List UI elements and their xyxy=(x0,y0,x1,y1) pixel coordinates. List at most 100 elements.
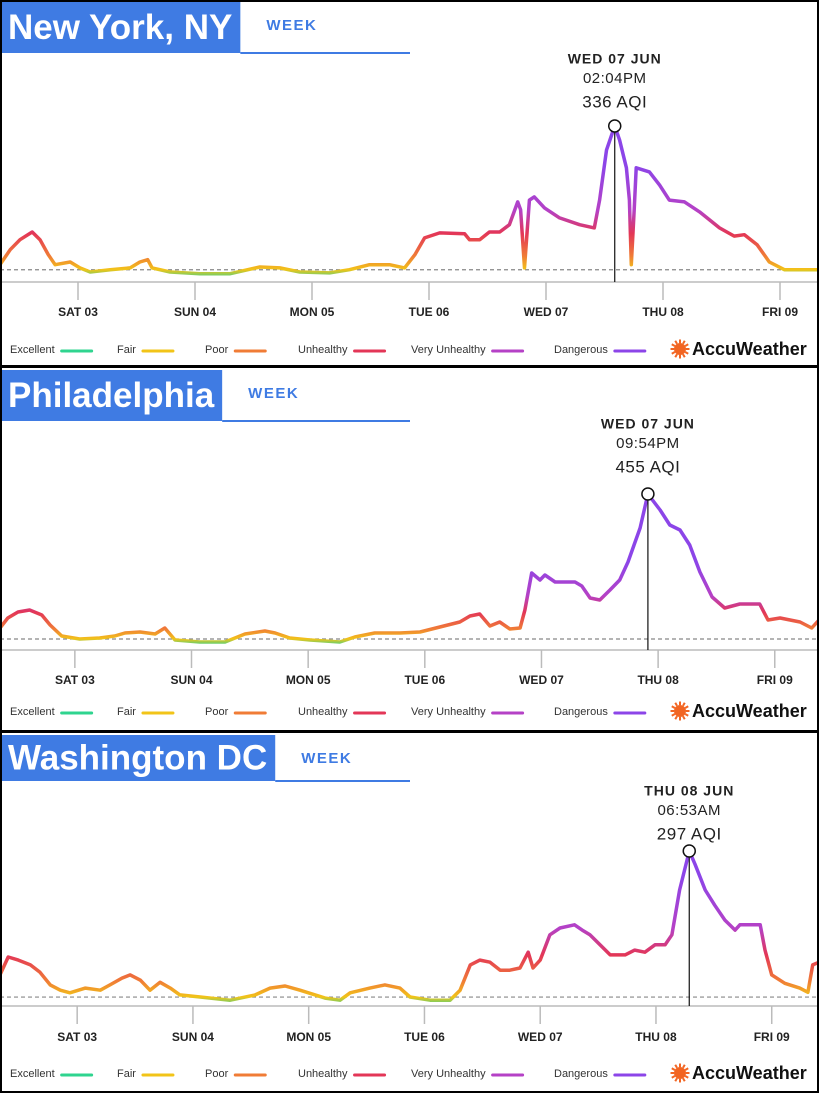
logo-ray xyxy=(671,1067,676,1071)
logo-ray xyxy=(684,343,689,347)
x-tick-label: FRI 09 xyxy=(754,1030,790,1044)
logo-ray xyxy=(682,1077,686,1082)
legend-label: Excellent xyxy=(10,1068,55,1080)
x-tick-label: WED 07 xyxy=(518,1030,563,1044)
title-box xyxy=(0,370,223,421)
range-tab[interactable]: WEEK xyxy=(266,17,317,34)
logo-sun xyxy=(674,343,686,355)
city-title: Washington DC xyxy=(8,738,267,777)
x-tick-label: THU 08 xyxy=(642,305,684,319)
logo-ray xyxy=(674,1064,678,1069)
city-title: New York, NY xyxy=(8,8,232,47)
city-title: Philadelphia xyxy=(8,376,215,415)
logo-ray xyxy=(684,1075,689,1079)
logo-ray xyxy=(674,340,678,345)
peak-time: 09:54PM xyxy=(616,435,680,452)
peak-value: 336 AQI xyxy=(582,92,647,111)
x-tick-label: WED 07 xyxy=(519,673,564,687)
peak-date: WED 07 JUN xyxy=(601,416,695,432)
peak-date: THU 08 JUN xyxy=(644,783,734,799)
x-tick-label: SUN 04 xyxy=(172,1030,214,1044)
aqi-line xyxy=(0,849,819,1002)
x-tick-label: SAT 03 xyxy=(57,1030,97,1044)
logo-ray xyxy=(682,340,686,345)
peak-value: 297 AQI xyxy=(657,824,722,843)
legend-label: Poor xyxy=(205,1068,229,1080)
peak-marker xyxy=(607,119,622,133)
panel: Washington DC WEEK SAT 03 SUN 04 MON 05 TUE 0… xyxy=(0,735,819,1083)
legend-label: Dangerous xyxy=(554,706,608,718)
logo-ray xyxy=(674,715,678,720)
x-tick-label: MON 05 xyxy=(286,1030,331,1044)
range-tab[interactable]: WEEK xyxy=(301,750,352,767)
legend-label: Unhealthy xyxy=(298,344,348,356)
x-tick-label: MON 05 xyxy=(290,305,335,319)
logo-ray xyxy=(671,1075,676,1079)
logo-ray xyxy=(684,351,689,355)
logo-sun xyxy=(674,1067,686,1079)
logo-ray xyxy=(682,1064,686,1069)
x-tick-label: TUE 06 xyxy=(409,305,450,319)
peak-value: 455 AQI xyxy=(615,457,680,476)
aqi-line xyxy=(0,124,819,276)
x-tick-label: SUN 04 xyxy=(174,305,216,319)
legend-label: Excellent xyxy=(10,344,55,356)
panel: Philadelphia WEEK SAT 03 SUN 04 MON 05 TUE 06… xyxy=(0,370,819,721)
x-tick-label: THU 08 xyxy=(635,1030,677,1044)
logo-ray xyxy=(684,713,689,717)
logo-ray xyxy=(682,702,686,707)
x-tick-label: MON 05 xyxy=(286,673,331,687)
logo-ray xyxy=(674,353,678,358)
legend-label: Dangerous xyxy=(554,344,608,356)
legend-label: Poor xyxy=(205,706,229,718)
title-box xyxy=(0,735,276,781)
x-tick-label: TUE 06 xyxy=(404,673,445,687)
legend-label: Very Unhealthy xyxy=(411,1068,486,1080)
brand-name: AccuWeather xyxy=(692,339,807,359)
title-box xyxy=(0,2,241,53)
aqi-line xyxy=(0,492,819,644)
logo-ray xyxy=(684,705,689,709)
x-tick-label: SAT 03 xyxy=(58,305,98,319)
peak-time: 06:53AM xyxy=(657,802,721,819)
range-tab[interactable]: WEEK xyxy=(248,385,299,402)
logo-ray xyxy=(682,353,686,358)
logo-ray xyxy=(671,705,676,709)
brand-name: AccuWeather xyxy=(692,1063,807,1083)
logo-ray xyxy=(684,1067,689,1071)
peak-time: 02:04PM xyxy=(583,70,647,87)
peak-date: WED 07 JUN xyxy=(568,51,662,67)
legend-label: Very Unhealthy xyxy=(411,706,486,718)
legend-label: Poor xyxy=(205,344,229,356)
peak-marker xyxy=(641,487,655,501)
x-tick-label: THU 08 xyxy=(637,673,679,687)
legend-label: Excellent xyxy=(10,706,55,718)
legend-label: Unhealthy xyxy=(298,706,348,718)
x-tick-label: SAT 03 xyxy=(55,673,95,687)
brand-name: AccuWeather xyxy=(692,701,807,721)
x-tick-label: WED 07 xyxy=(524,305,569,319)
legend-label: Fair xyxy=(117,706,136,718)
logo-ray xyxy=(674,702,678,707)
x-tick-label: FRI 09 xyxy=(757,673,793,687)
legend-label: Fair xyxy=(117,344,136,356)
logo-ray xyxy=(674,1077,678,1082)
legend-label: Fair xyxy=(117,1068,136,1080)
logo-ray xyxy=(671,713,676,717)
legend-label: Dangerous xyxy=(554,1068,608,1080)
logo-sun xyxy=(674,705,686,717)
x-tick-label: SUN 04 xyxy=(170,673,212,687)
separator xyxy=(0,730,819,733)
logo-ray xyxy=(671,351,676,355)
x-tick-label: TUE 06 xyxy=(404,1030,445,1044)
legend-label: Unhealthy xyxy=(298,1068,348,1080)
peak-marker xyxy=(682,844,697,858)
logo-ray xyxy=(682,715,686,720)
panel: New York, NY WEEK SAT 03 SUN 04 MON 05 TUE 06… xyxy=(0,2,819,359)
legend-label: Very Unhealthy xyxy=(411,344,486,356)
logo-ray xyxy=(671,343,676,347)
separator xyxy=(0,365,819,368)
